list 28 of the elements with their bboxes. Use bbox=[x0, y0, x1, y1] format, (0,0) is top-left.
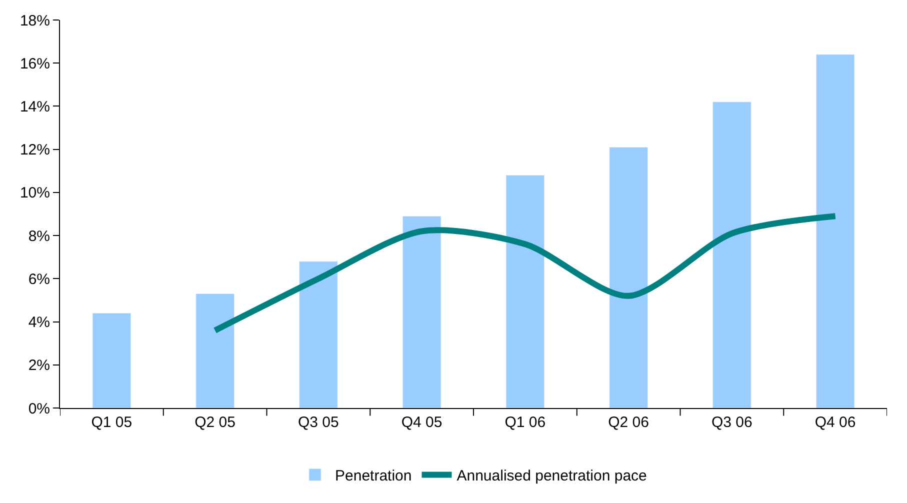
legend-label: Annualised penetration pace bbox=[456, 468, 647, 485]
x-tick-label: Q2 05 bbox=[194, 414, 236, 431]
x-tick-label: Q3 05 bbox=[298, 414, 339, 431]
bar bbox=[92, 312, 132, 408]
x-tick-label: Q1 06 bbox=[504, 414, 546, 431]
y-tick-label: 16% bbox=[20, 55, 50, 72]
y-tick-label: 18% bbox=[20, 12, 50, 30]
x-tick-label: Q3 06 bbox=[712, 414, 752, 431]
bar bbox=[609, 146, 648, 408]
bar bbox=[712, 102, 752, 408]
y-tick-label: 2% bbox=[28, 357, 50, 374]
bar bbox=[299, 261, 338, 408]
x-tick-label: Q1 05 bbox=[91, 414, 132, 431]
x-tick-label: Q4 06 bbox=[814, 414, 856, 431]
y-tick-label: 4% bbox=[28, 314, 50, 332]
y-tick-label: 8% bbox=[28, 228, 50, 245]
y-tick-label: 14% bbox=[20, 98, 50, 116]
bar bbox=[402, 216, 442, 408]
y-tick-label: 6% bbox=[28, 270, 50, 288]
bar bbox=[506, 174, 545, 408]
y-tick-label: 10% bbox=[20, 184, 50, 202]
bar bbox=[816, 54, 855, 408]
y-tick-label: 0% bbox=[28, 400, 50, 418]
x-tick-label: Q2 06 bbox=[608, 414, 649, 431]
legend-label: Penetration bbox=[335, 468, 412, 485]
y-tick-label: 12% bbox=[20, 142, 50, 159]
x-tick-label: Q4 05 bbox=[401, 414, 442, 431]
bar bbox=[196, 294, 234, 408]
